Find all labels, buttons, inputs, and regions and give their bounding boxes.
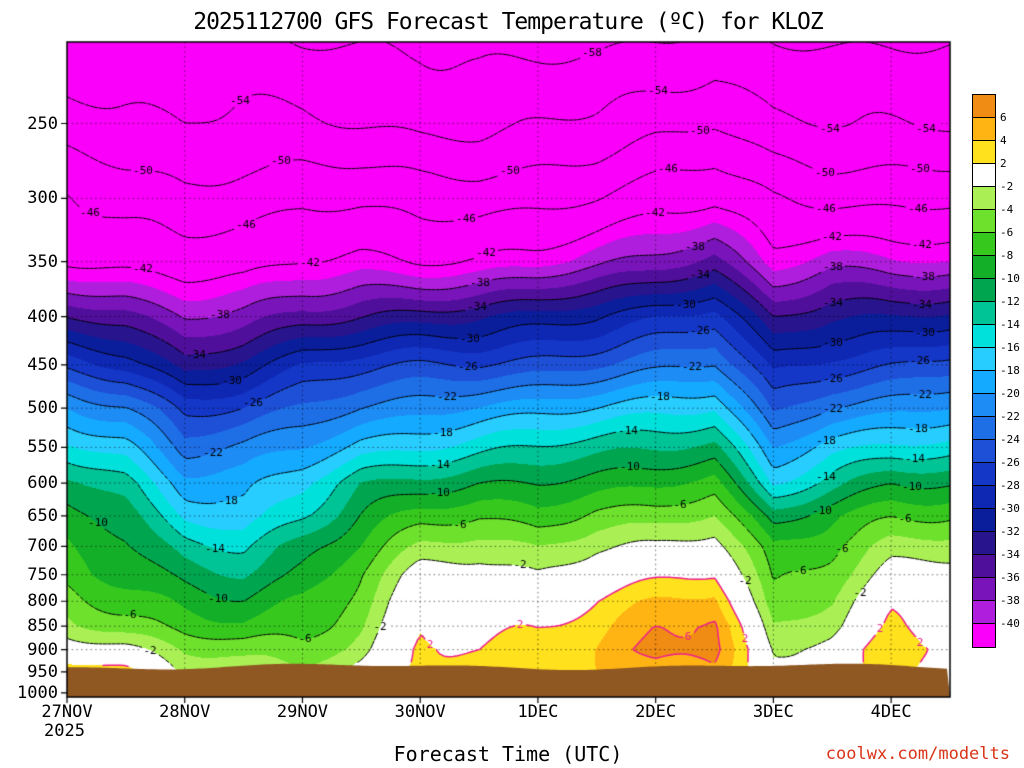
colorbar-label: -18: [1000, 364, 1020, 377]
colorbar-label: -36: [1000, 571, 1020, 584]
colorbar-cell: [973, 164, 995, 187]
colorbar-cell: [973, 578, 995, 601]
date-tick-label: 1DEC: [517, 702, 559, 722]
colorbar-label: -22: [1000, 410, 1020, 423]
pressure-tick-label: 700: [27, 536, 58, 557]
colorbar-cell: [973, 394, 995, 417]
colorbar-label: 4: [1000, 134, 1007, 147]
date-tick-label: 28NOV: [159, 702, 211, 722]
date-tick-label: 29NOV: [276, 702, 329, 722]
pressure-tick-label: 750: [27, 564, 58, 585]
colorbar-cell: [973, 601, 995, 624]
colorbar-cell: [973, 371, 995, 394]
colorbar-label: -12: [1000, 295, 1020, 308]
pressure-tick-label: 650: [27, 505, 58, 526]
colorbar: [972, 94, 996, 648]
colorbar-cell: [973, 141, 995, 164]
colorbar-label: -6: [1000, 226, 1014, 239]
pressure-tick-label: 550: [27, 437, 58, 458]
colorbar-cell: [973, 624, 995, 647]
colorbar-label: -24: [1000, 433, 1020, 446]
date-tick-label: 3DEC: [752, 702, 794, 722]
date-tick-label: 30NOV: [394, 702, 446, 722]
x-axis-title: Forecast Time (UTC): [393, 742, 623, 766]
colorbar-cell: [973, 463, 995, 486]
date-tick-label: 4DEC: [870, 702, 912, 722]
pressure-tick-label: 1000: [17, 682, 58, 703]
pressure-tick-label: 250: [27, 113, 58, 134]
pressure-tick-label: 900: [27, 639, 58, 660]
colorbar-label: 6: [1000, 111, 1007, 124]
date-tick-label: 27NOV: [41, 702, 93, 722]
chart-title: 2025112700 GFS Forecast Temperature (ºC)…: [193, 9, 824, 35]
pressure-tick-label: 850: [27, 616, 58, 637]
colorbar-cell: [973, 440, 995, 463]
colorbar-cell: [973, 348, 995, 371]
colorbar-label: 2: [1000, 157, 1007, 170]
watermark-link[interactable]: coolwx.com/modelts: [825, 744, 1010, 764]
colorbar-label: -14: [1000, 318, 1020, 331]
colorbar-label: -4: [1000, 203, 1014, 216]
colorbar-cell: [973, 486, 995, 509]
pressure-tick-label: 800: [27, 591, 58, 612]
pressure-tick-label: 600: [27, 473, 58, 494]
pressure-tick-label: 300: [27, 188, 58, 209]
colorbar-cell: [973, 233, 995, 256]
colorbar-cell: [973, 555, 995, 578]
colorbar-label: -40: [1000, 617, 1020, 630]
colorbar-label: -10: [1000, 272, 1020, 285]
pressure-tick-label: 950: [27, 661, 58, 682]
colorbar-label: -26: [1000, 456, 1020, 469]
pressure-tick-label: 350: [27, 251, 58, 272]
colorbar-cell: [973, 325, 995, 348]
colorbar-label: -30: [1000, 502, 1020, 515]
colorbar-label: -34: [1000, 548, 1020, 561]
colorbar-label: -2: [1000, 180, 1014, 193]
pressure-tick-label: 450: [27, 354, 58, 375]
colorbar-label: -32: [1000, 525, 1020, 538]
colorbar-cell: [973, 532, 995, 555]
colorbar-cell: [973, 417, 995, 440]
colorbar-cell: [973, 302, 995, 325]
year-label: 2025: [44, 721, 85, 741]
colorbar-cell: [973, 118, 995, 141]
date-tick-label: 2DEC: [635, 702, 677, 722]
colorbar-cell: [973, 279, 995, 302]
colorbar-cell: [973, 210, 995, 233]
colorbar-cell: [973, 256, 995, 279]
colorbar-label: -16: [1000, 341, 1020, 354]
colorbar-label: -8: [1000, 249, 1014, 262]
pressure-tick-label: 500: [27, 398, 58, 419]
colorbar-label: -20: [1000, 387, 1020, 400]
colorbar-label: -28: [1000, 479, 1020, 492]
pressure-tick-label: 400: [27, 306, 58, 327]
colorbar-label: -38: [1000, 594, 1020, 607]
colorbar-cell: [973, 95, 995, 118]
colorbar-cell: [973, 509, 995, 532]
colorbar-cell: [973, 187, 995, 210]
